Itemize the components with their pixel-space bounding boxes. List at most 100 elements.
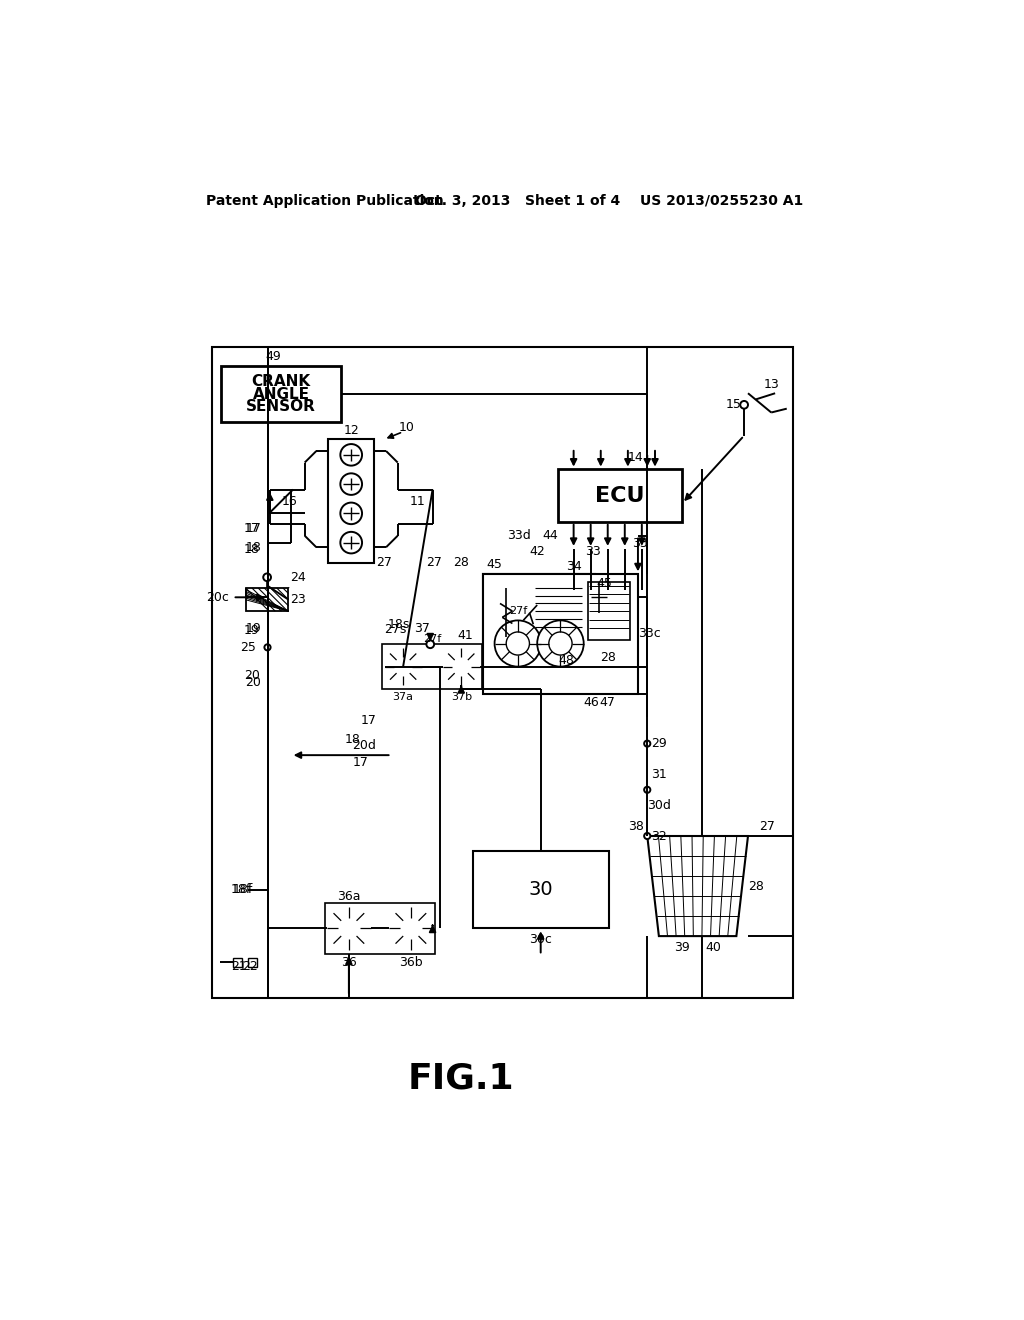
Circle shape xyxy=(495,620,541,667)
Text: 41: 41 xyxy=(458,630,473,643)
Text: 36: 36 xyxy=(341,956,356,969)
Text: 19: 19 xyxy=(244,624,260,638)
Text: 20d: 20d xyxy=(352,739,376,751)
Text: 37b: 37b xyxy=(451,692,472,702)
Circle shape xyxy=(549,632,572,655)
Text: 16: 16 xyxy=(282,495,297,508)
Text: 24: 24 xyxy=(290,570,305,583)
Bar xyxy=(248,958,257,966)
Text: 18: 18 xyxy=(246,541,261,554)
Circle shape xyxy=(427,642,433,647)
Circle shape xyxy=(400,917,422,940)
Text: 28: 28 xyxy=(454,556,469,569)
Bar xyxy=(534,583,584,638)
Text: 10: 10 xyxy=(399,421,415,434)
Circle shape xyxy=(644,741,650,747)
Text: 32: 32 xyxy=(651,829,667,842)
Text: 27s: 27s xyxy=(384,623,407,636)
Text: 18f: 18f xyxy=(232,883,253,896)
Text: 36b: 36b xyxy=(399,956,423,969)
Text: 15: 15 xyxy=(726,399,742,412)
Polygon shape xyxy=(647,836,748,936)
Text: 37a: 37a xyxy=(392,692,414,702)
Text: 37: 37 xyxy=(415,622,430,635)
Circle shape xyxy=(264,644,270,651)
Text: 30: 30 xyxy=(528,880,553,899)
Text: 14: 14 xyxy=(628,451,643,465)
Bar xyxy=(483,574,595,651)
Circle shape xyxy=(452,657,471,676)
Text: FIG.1: FIG.1 xyxy=(408,1061,515,1096)
Text: 36a: 36a xyxy=(337,890,360,903)
Circle shape xyxy=(340,503,362,524)
Circle shape xyxy=(538,620,584,667)
Text: 18: 18 xyxy=(244,543,260,556)
Text: 27f: 27f xyxy=(423,634,441,644)
Text: 20c: 20c xyxy=(206,591,228,603)
Text: 30d: 30d xyxy=(647,799,671,812)
Text: ECU: ECU xyxy=(595,486,645,506)
Text: Oct. 3, 2013   Sheet 1 of 4: Oct. 3, 2013 Sheet 1 of 4 xyxy=(415,194,620,207)
Text: 20: 20 xyxy=(244,669,260,682)
Circle shape xyxy=(340,474,362,495)
Text: 27f: 27f xyxy=(509,606,527,616)
Text: 45: 45 xyxy=(486,558,503,572)
Circle shape xyxy=(442,648,480,685)
Circle shape xyxy=(644,787,650,793)
Circle shape xyxy=(389,907,432,950)
Bar xyxy=(558,470,682,521)
Text: 48: 48 xyxy=(558,653,574,667)
Text: SENSOR: SENSOR xyxy=(246,399,316,414)
Text: 49: 49 xyxy=(265,350,282,363)
Text: 39: 39 xyxy=(674,941,690,954)
Text: 33d: 33d xyxy=(508,529,531,543)
Text: 28: 28 xyxy=(600,651,616,664)
Text: ANGLE: ANGLE xyxy=(253,387,309,401)
Bar xyxy=(473,851,608,928)
Bar xyxy=(221,367,341,422)
Circle shape xyxy=(338,917,359,940)
Text: 18: 18 xyxy=(345,733,360,746)
Text: 31: 31 xyxy=(651,768,667,781)
Text: 19: 19 xyxy=(246,622,261,635)
Text: 21: 21 xyxy=(231,961,247,973)
Bar xyxy=(232,958,242,966)
Circle shape xyxy=(644,833,650,840)
Text: 45: 45 xyxy=(597,577,612,590)
Text: 29: 29 xyxy=(651,737,667,750)
Text: 22: 22 xyxy=(242,961,258,973)
Bar xyxy=(328,440,375,562)
Circle shape xyxy=(340,444,362,466)
Bar xyxy=(325,903,435,954)
Bar xyxy=(246,589,289,611)
Circle shape xyxy=(263,573,271,581)
Circle shape xyxy=(340,532,362,553)
Text: 17: 17 xyxy=(244,521,260,535)
Text: 11: 11 xyxy=(410,495,425,508)
Text: 18f: 18f xyxy=(230,883,251,896)
Text: 42: 42 xyxy=(529,545,545,557)
Text: 47: 47 xyxy=(599,696,614,709)
Circle shape xyxy=(740,401,748,409)
Text: 46: 46 xyxy=(584,696,599,709)
Text: 17: 17 xyxy=(352,756,369,770)
Text: 27: 27 xyxy=(760,820,775,833)
Text: 25: 25 xyxy=(241,640,256,653)
Text: 28: 28 xyxy=(748,879,764,892)
Text: Patent Application Publication: Patent Application Publication xyxy=(206,194,443,207)
Text: 34: 34 xyxy=(565,560,582,573)
Text: 30c: 30c xyxy=(529,933,552,946)
Text: 23: 23 xyxy=(290,593,305,606)
Text: 18s: 18s xyxy=(388,618,411,631)
Bar xyxy=(212,347,793,998)
Bar xyxy=(382,644,482,689)
Text: 44: 44 xyxy=(543,529,558,543)
Text: US 2013/0255230 A1: US 2013/0255230 A1 xyxy=(640,194,803,207)
Text: 20: 20 xyxy=(246,676,261,689)
Circle shape xyxy=(394,657,413,676)
Bar xyxy=(483,574,638,693)
Text: 13: 13 xyxy=(763,378,779,391)
Text: 40: 40 xyxy=(706,941,721,954)
Text: CRANK: CRANK xyxy=(252,374,310,389)
Text: 27: 27 xyxy=(376,556,392,569)
